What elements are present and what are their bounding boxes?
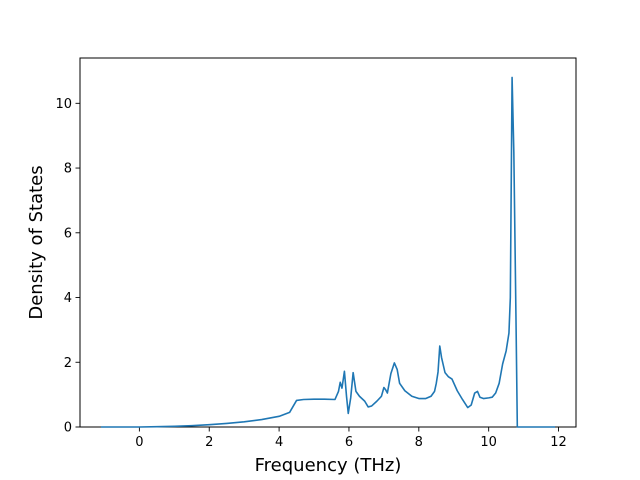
x-tick-label: 8 [415,435,423,450]
y-tick-label: 2 [64,356,72,371]
y-axis-ticks: 0 2 4 6 8 10 [55,97,80,436]
y-tick-label: 8 [64,162,72,177]
x-tick-label: 2 [205,435,213,450]
x-tick-label: 4 [275,435,283,450]
y-axis-label: Density of States [26,165,47,319]
y-tick-label: 10 [55,97,72,112]
series-layer [100,76,556,428]
y-tick-label: 0 [64,421,72,436]
x-axis-label: Frequency (THz) [255,455,402,476]
x-axis-ticks: 0 2 4 6 8 10 12 [135,427,567,450]
dos-line [100,76,556,428]
y-tick-label: 6 [64,226,72,241]
x-tick-label: 12 [550,435,567,450]
x-tick-label: 0 [135,435,143,450]
plot-area [79,57,577,428]
x-tick-label: 6 [345,435,353,450]
y-tick-label: 4 [64,291,72,306]
x-tick-label: 10 [480,435,497,450]
